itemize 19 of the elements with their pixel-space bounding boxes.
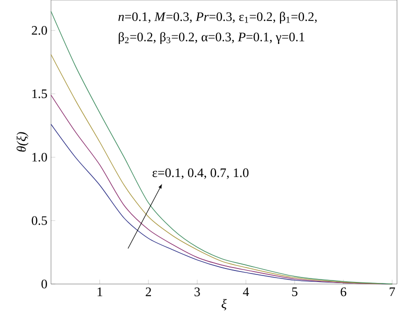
x-tick-label: 5 bbox=[292, 288, 298, 296]
y-tick-label: 0.5 bbox=[32, 216, 47, 226]
x-tick-label: 7 bbox=[390, 288, 395, 296]
annotation: β$_{2}$=0.2, β$_{3}$=0.2, α=0.3, P=0.1, γ=0.1 bbox=[118, 32, 304, 44]
line-series bbox=[50, 11, 392, 284]
x-axis-title: ξ bbox=[222, 299, 227, 310]
y-tick-label: 1.0 bbox=[32, 152, 47, 162]
line-series bbox=[50, 54, 392, 284]
y-tick-label: 0 bbox=[42, 280, 47, 288]
x-tick-label: 6 bbox=[340, 288, 346, 296]
x-tick-label: 3 bbox=[194, 288, 200, 296]
annotation: ε=0.1, 0.4, 0.7, 1.0 bbox=[152, 168, 248, 180]
y-axis-title: θ(ξ) bbox=[16, 132, 28, 152]
y-tick-label: 1.5 bbox=[32, 89, 47, 98]
x-tick-label: 2 bbox=[146, 288, 151, 296]
y-tick-label: 2.0 bbox=[32, 26, 47, 35]
text: n=0.1, M=0.3, Pr=0.3, ε$_{1}$=0.2, β$_{1}$=0.2, bbox=[118, 12, 317, 24]
x-tick-label: 1 bbox=[98, 288, 102, 296]
x-tick-label: 4 bbox=[242, 288, 249, 296]
